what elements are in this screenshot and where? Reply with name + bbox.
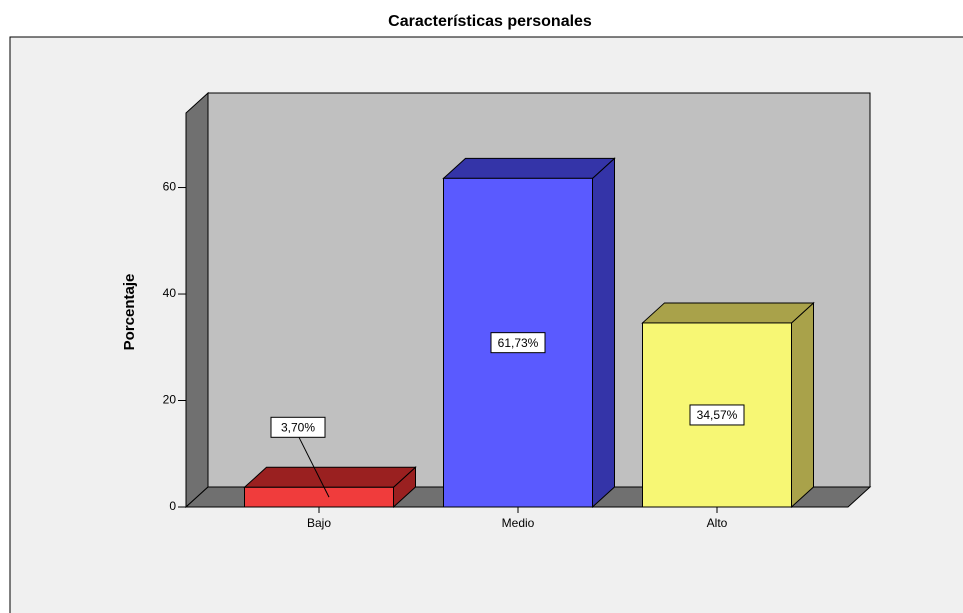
value-label-box [270,416,326,438]
value-label: 61,73% [498,336,539,350]
bar-top [442,157,616,179]
y-tick-label: 40 [163,286,177,300]
bar-side [791,301,814,509]
bar-top [641,302,815,324]
value-label-box [490,332,546,354]
chart-title: Características personales [388,13,592,30]
plot: 0 20 40 60 Bajo 3,70% Medio 61,73% Alto 34,57% [163,91,872,530]
value-label: 34,57% [697,408,738,422]
y-tick-label: 60 [163,180,177,194]
bar-side [592,157,615,509]
x-tick-label: Alto [707,516,728,530]
bar-top [243,466,417,488]
y-tick-label: 20 [163,393,177,407]
y-axis-label: Porcentaje [121,274,138,351]
value-label: 3,70% [281,420,315,434]
label-leader [298,437,330,498]
bar [244,486,394,508]
side-wall [185,91,209,509]
x-tick-label: Bajo [307,516,331,530]
value-label-box [689,404,745,426]
x-tick-label: Medio [502,516,535,530]
y-tick-label: 0 [169,499,176,513]
